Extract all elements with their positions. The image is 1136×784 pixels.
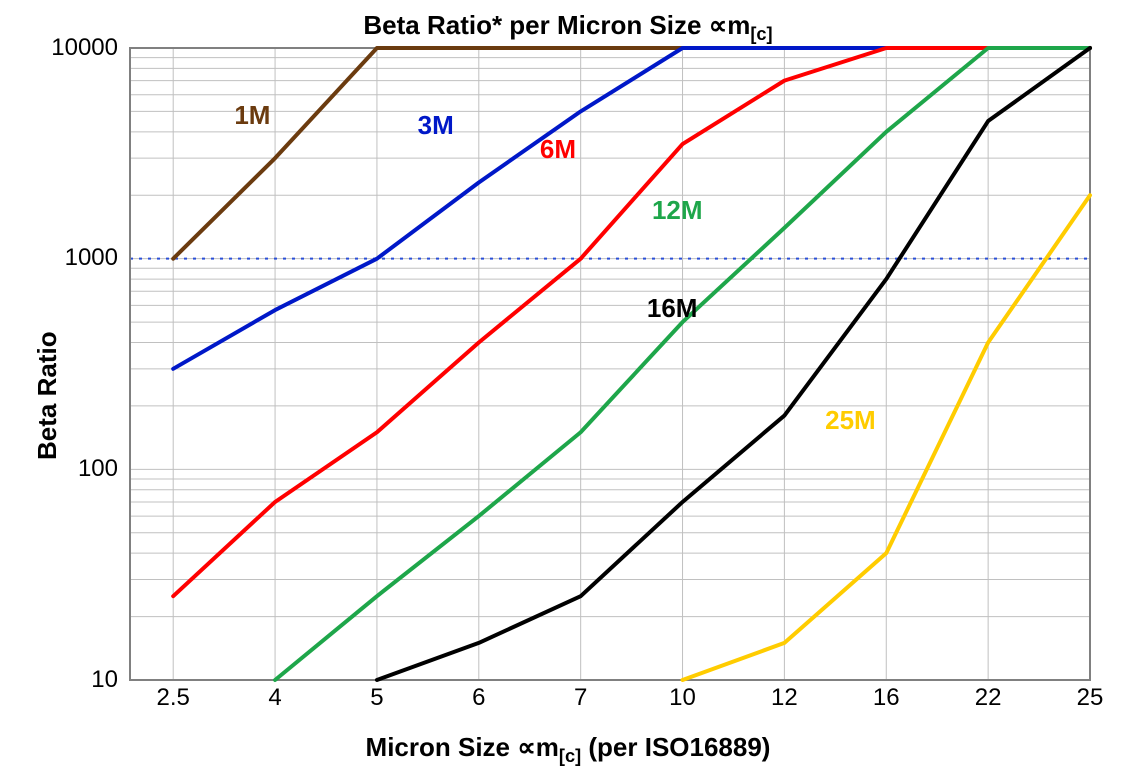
x-tick: 2.5 <box>157 684 190 712</box>
x-tick: 12 <box>771 684 798 712</box>
series-label-25M: 25M <box>825 405 876 436</box>
plot-area <box>0 0 1136 784</box>
y-tick: 1000 <box>0 244 118 272</box>
x-tick: 10 <box>669 684 696 712</box>
x-tick: 25 <box>1077 684 1104 712</box>
y-tick: 100 <box>0 455 118 483</box>
x-tick: 6 <box>472 684 485 712</box>
series-label-12M: 12M <box>652 195 703 226</box>
series-label-16M: 16M <box>647 293 698 324</box>
series-label-1M: 1M <box>234 100 270 131</box>
series-label-6M: 6M <box>540 134 576 165</box>
series-label-3M: 3M <box>418 110 454 141</box>
x-tick: 5 <box>370 684 383 712</box>
beta-ratio-chart: Beta Ratio* per Micron Size ∝m[c] Beta R… <box>0 0 1136 784</box>
y-tick: 10 <box>0 666 118 694</box>
x-tick: 7 <box>574 684 587 712</box>
x-tick: 16 <box>873 684 900 712</box>
y-tick: 10000 <box>0 34 118 62</box>
x-tick: 22 <box>975 684 1002 712</box>
x-tick: 4 <box>268 684 281 712</box>
